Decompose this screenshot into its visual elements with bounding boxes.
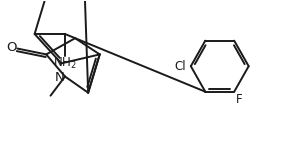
Text: O: O xyxy=(6,41,17,54)
Text: F: F xyxy=(236,93,242,106)
Text: Cl: Cl xyxy=(174,60,186,73)
Text: N: N xyxy=(54,71,64,84)
Text: NH$_2$: NH$_2$ xyxy=(53,56,77,71)
